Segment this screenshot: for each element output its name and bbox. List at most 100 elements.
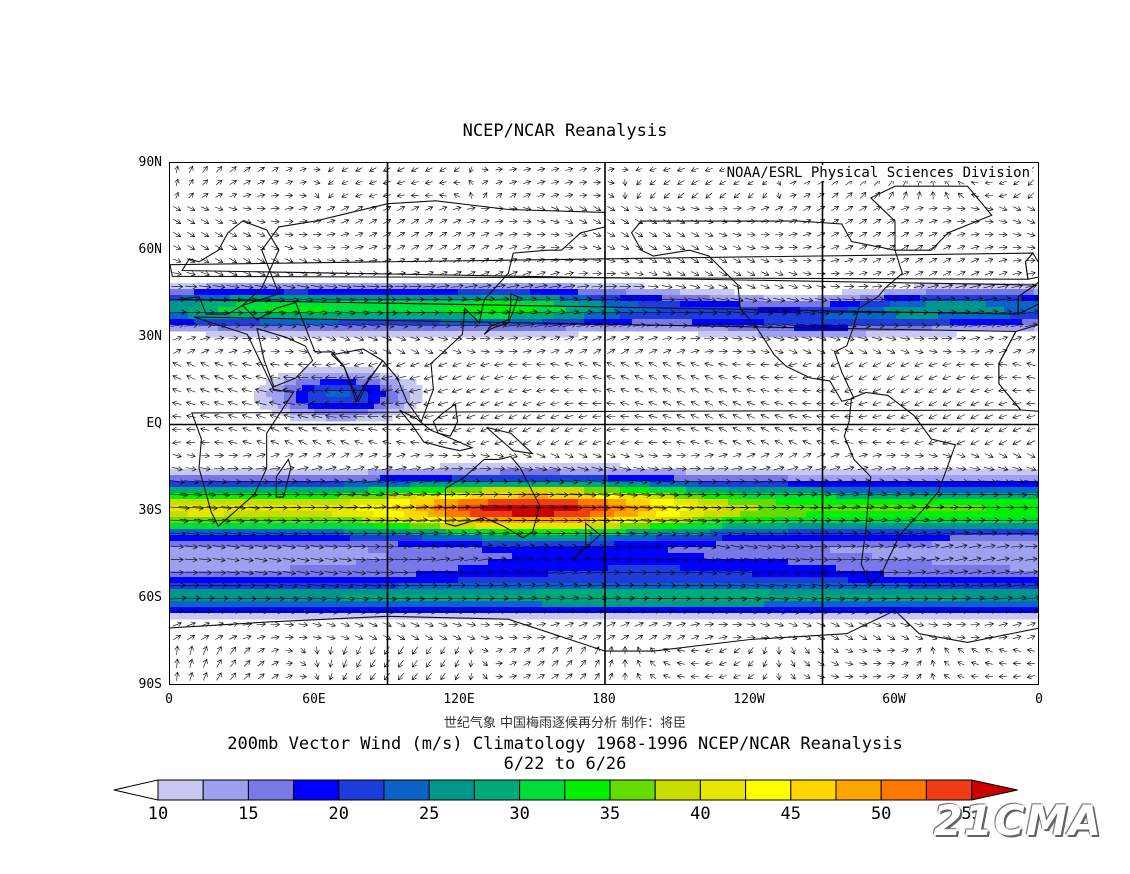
speed-cell [878,325,885,332]
speed-cell [248,475,255,482]
speed-cell [692,295,699,302]
speed-cell [950,481,957,488]
speed-cell [428,595,435,602]
speed-cell [356,583,363,590]
speed-cell [278,307,285,314]
speed-cell [884,313,891,320]
speed-cell [530,319,537,326]
speed-cell [962,289,969,296]
speed-cell [536,547,543,554]
speed-cell [806,331,813,338]
speed-cell [194,481,201,488]
speed-cell [482,469,489,476]
speed-cell [428,553,435,560]
speed-cell [884,523,891,530]
speed-cell [830,301,837,308]
speed-cell [986,601,993,608]
speed-cell [740,529,747,536]
speed-cell [662,595,669,602]
speed-cell [902,505,909,512]
speed-cell [896,589,903,596]
speed-cell [230,487,237,494]
speed-cell [500,481,507,488]
speed-cell [734,511,741,518]
speed-cell [368,493,375,500]
speed-cell [692,481,699,488]
speed-cell [290,403,297,410]
speed-cell [458,511,465,518]
speed-cell [872,535,879,542]
speed-cell [344,385,351,392]
speed-cell [188,475,195,482]
speed-cell [374,493,381,500]
speed-cell [308,391,315,398]
speed-cell [1028,589,1035,596]
speed-cell [578,295,585,302]
speed-cell [572,601,579,608]
speed-cell [632,499,639,506]
speed-cell [746,313,753,320]
speed-cell [368,607,375,614]
speed-cell [932,541,939,548]
speed-cell [800,535,807,542]
speed-cell [764,559,771,566]
speed-cell [992,469,999,476]
speed-cell [440,493,447,500]
speed-cell [596,319,603,326]
speed-cell [332,535,339,542]
speed-cell [860,475,867,482]
speed-cell [992,283,999,290]
speed-cell [548,469,555,476]
speed-cell [584,589,591,596]
speed-cell [1004,511,1011,518]
speed-cell [332,481,339,488]
speed-cell [380,289,387,296]
speed-cell [266,571,273,578]
speed-cell [572,523,579,530]
speed-cell [458,493,465,500]
speed-cell [188,499,195,506]
speed-cell [962,469,969,476]
speed-cell [536,601,543,608]
speed-cell [632,607,639,614]
speed-cell [356,319,363,326]
speed-cell [530,577,537,584]
speed-cell [632,535,639,542]
speed-cell [230,535,237,542]
speed-cell [440,607,447,614]
speed-cell [740,535,747,542]
speed-cell [746,601,753,608]
speed-cell [380,475,387,482]
speed-cell [632,595,639,602]
speed-cell [356,469,363,476]
speed-cell [266,523,273,530]
speed-cell [512,313,519,320]
speed-cell [704,607,711,614]
speed-cell [230,541,237,548]
speed-cell [962,607,969,614]
speed-cell [560,541,567,548]
speed-cell [542,487,549,494]
speed-cell [386,385,393,392]
speed-cell [794,505,801,512]
speed-cell [560,301,567,308]
speed-cell [428,325,435,332]
speed-cell [404,475,411,482]
speed-cell [956,607,963,614]
speed-cell [920,577,927,584]
speed-cell [956,529,963,536]
speed-cell [806,487,813,494]
speed-cell [398,583,405,590]
speed-cell [416,493,423,500]
speed-cell [218,613,225,620]
speed-cell [746,319,753,326]
speed-cell [266,535,273,542]
speed-cell [1022,529,1029,536]
speed-cell [770,601,777,608]
speed-cell [344,613,351,620]
speed-cell [368,601,375,608]
speed-cell [452,529,459,536]
speed-cell [782,553,789,560]
speed-cell [932,523,939,530]
speed-cell [956,307,963,314]
